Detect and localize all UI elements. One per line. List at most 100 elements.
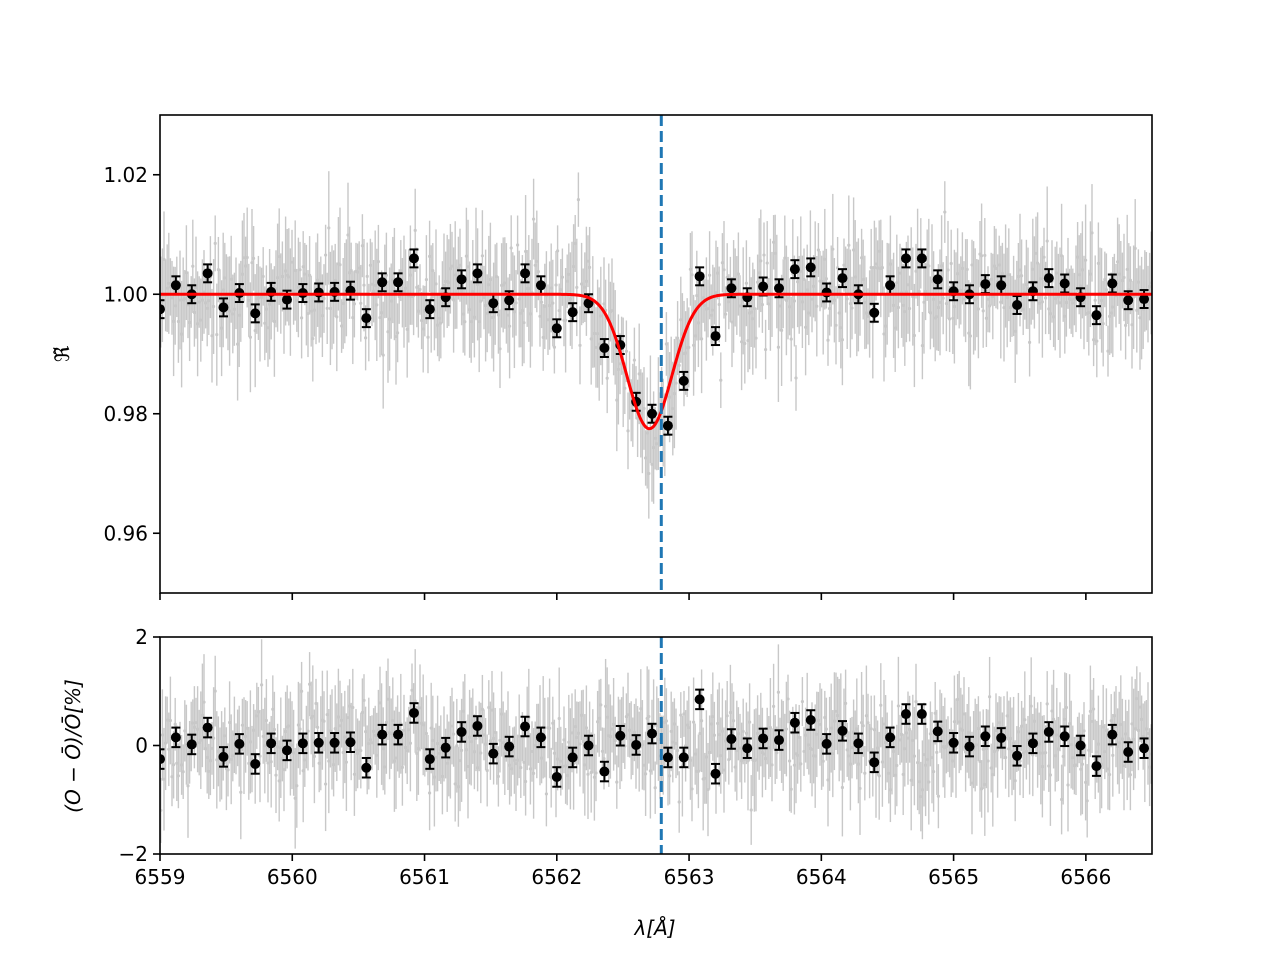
raw-point [359,712,363,789]
raw-point [840,738,845,837]
raw-point [360,214,364,278]
raw-point [384,232,388,318]
raw-point [632,703,637,762]
raw-point [498,309,502,389]
raw-point [343,690,347,784]
raw-point [1090,184,1094,282]
raw-point [559,259,563,321]
raw-point [722,727,726,813]
raw-point [693,723,697,785]
raw-point [736,232,741,316]
raw-point [1148,252,1152,321]
raw-point [708,231,712,320]
raw-point [261,708,265,764]
raw-point [231,730,235,782]
binned-point [361,308,372,329]
raw-point [1055,687,1059,782]
binned-point [266,732,277,755]
raw-point [463,287,467,356]
binned-point [678,370,689,391]
raw-point [437,275,441,362]
raw-point [514,270,518,336]
raw-point [988,656,992,737]
raw-point [1092,313,1096,367]
raw-point [1104,253,1108,326]
raw-point [687,686,691,769]
raw-point [816,223,821,277]
raw-point [404,721,408,774]
binned-point [980,725,991,748]
binned-point [297,732,308,755]
raw-point [796,236,800,328]
raw-point [408,225,412,325]
raw-point [853,710,857,764]
raw-point [450,231,454,301]
raw-point [789,765,793,813]
raw-point [647,669,651,764]
raw-point [340,299,344,353]
raw-point [228,256,232,366]
raw-point [341,706,345,799]
raw-point [293,220,297,321]
raw-point [589,293,593,385]
raw-point [538,285,542,347]
raw-point [354,709,358,792]
raw-point [908,275,912,342]
raw-point [202,654,206,751]
raw-point [674,708,678,779]
binned-point [472,715,483,737]
raw-point [405,717,409,785]
raw-point [581,689,585,794]
binned-point [1139,289,1150,309]
raw-point [1047,740,1051,792]
y-tick-label: 1.02 [103,163,148,187]
raw-point [1093,255,1097,346]
raw-point [436,294,440,357]
raw-point [197,709,201,776]
raw-point [695,250,699,341]
raw-point [959,256,963,325]
binned-point [869,302,880,323]
raw-point [903,257,907,366]
raw-point [1122,721,1126,811]
raw-point [616,314,621,425]
raw-point [1076,222,1080,293]
raw-point [229,235,233,323]
raw-point [247,726,251,800]
raw-point [610,705,614,753]
raw-point [922,702,926,807]
raw-point [1007,228,1011,322]
binned-point [805,257,816,278]
raw-point [901,263,905,347]
raw-point [416,702,420,795]
raw-point [434,723,438,792]
raw-point [709,694,713,754]
raw-point [823,690,827,745]
raw-point [212,259,216,354]
binned-point [160,299,165,320]
raw-point [460,698,464,802]
raw-point [367,697,371,790]
binned-point [774,729,785,751]
raw-point [831,193,835,305]
raw-point [575,238,579,337]
binned-point [932,720,943,743]
raw-point [888,757,893,823]
binned-point [1091,305,1102,326]
raw-point [738,713,742,783]
raw-point [1138,265,1142,370]
raw-point [786,674,790,724]
raw-point [858,741,862,835]
raw-point [1016,242,1021,310]
binned-point [234,733,245,755]
raw-point [1119,675,1123,774]
raw-point [962,261,966,337]
raw-point [300,661,304,721]
binned-point [853,732,864,755]
raw-point [488,222,492,337]
raw-point [1024,239,1028,329]
raw-point [255,682,259,749]
raw-point [1060,203,1064,308]
raw-point [1037,712,1041,776]
raw-point [388,267,392,371]
